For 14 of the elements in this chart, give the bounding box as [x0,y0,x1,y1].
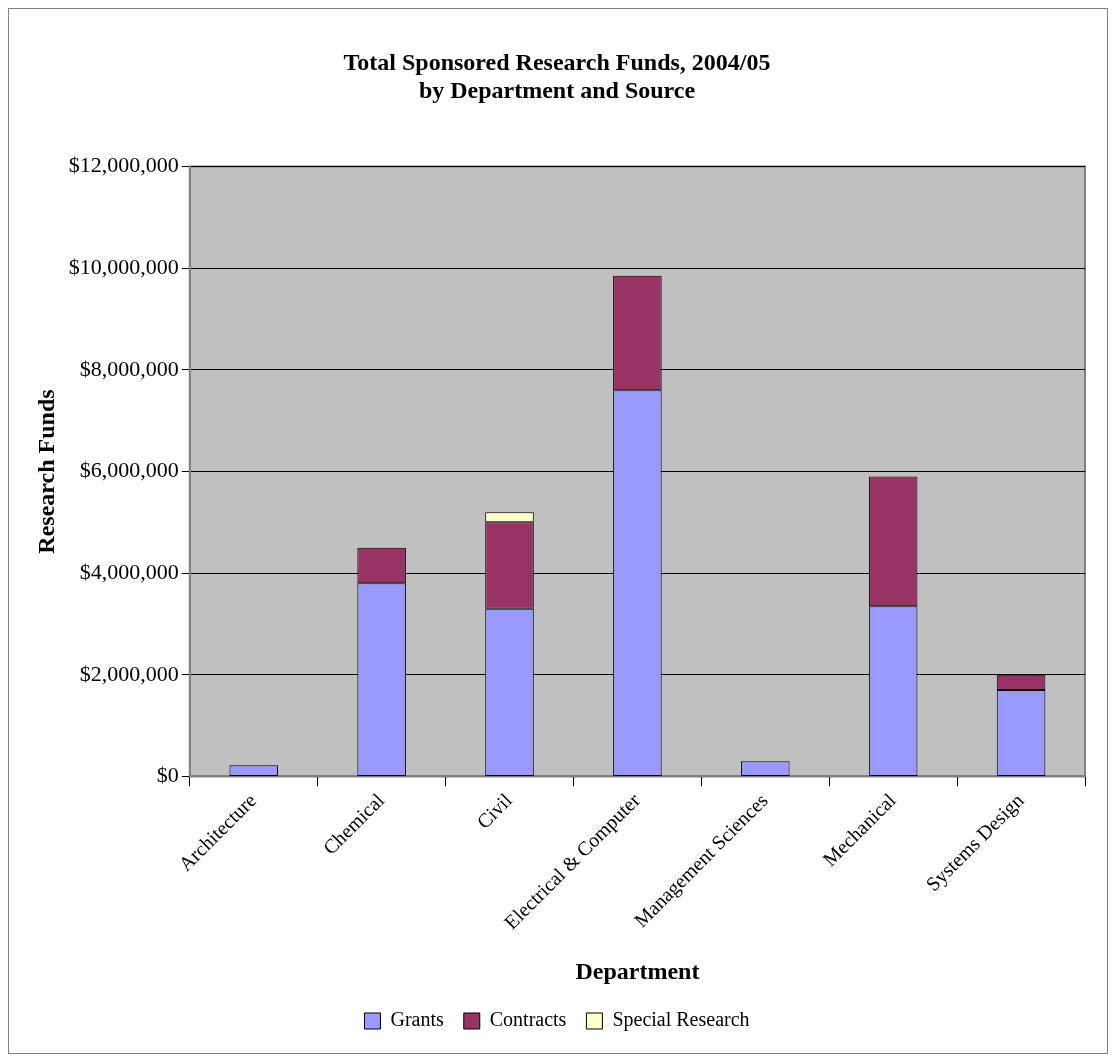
y-tick-label: $2,000,000 [79,660,179,686]
y-tick-label: $6,000,000 [79,457,179,483]
x-axis-title: Department [575,957,700,984]
y-tick-label: $0 [156,762,179,788]
legend-label: Grants [390,1008,444,1031]
y-tick-label: $10,000,000 [68,254,179,280]
y-tick-label: $4,000,000 [79,558,179,584]
y-tick-label: $12,000,000 [68,152,179,178]
x-tick-label: Civil [472,788,517,833]
legend-label: Contracts [489,1008,567,1031]
legend-label: Special Research [612,1008,750,1032]
y-axis-title: Research Funds [32,389,59,554]
y-tick-label: $8,000,000 [79,355,179,381]
chart-title: Total Sponsored Research Funds, 2004/05 by Department and Source [343,48,771,104]
